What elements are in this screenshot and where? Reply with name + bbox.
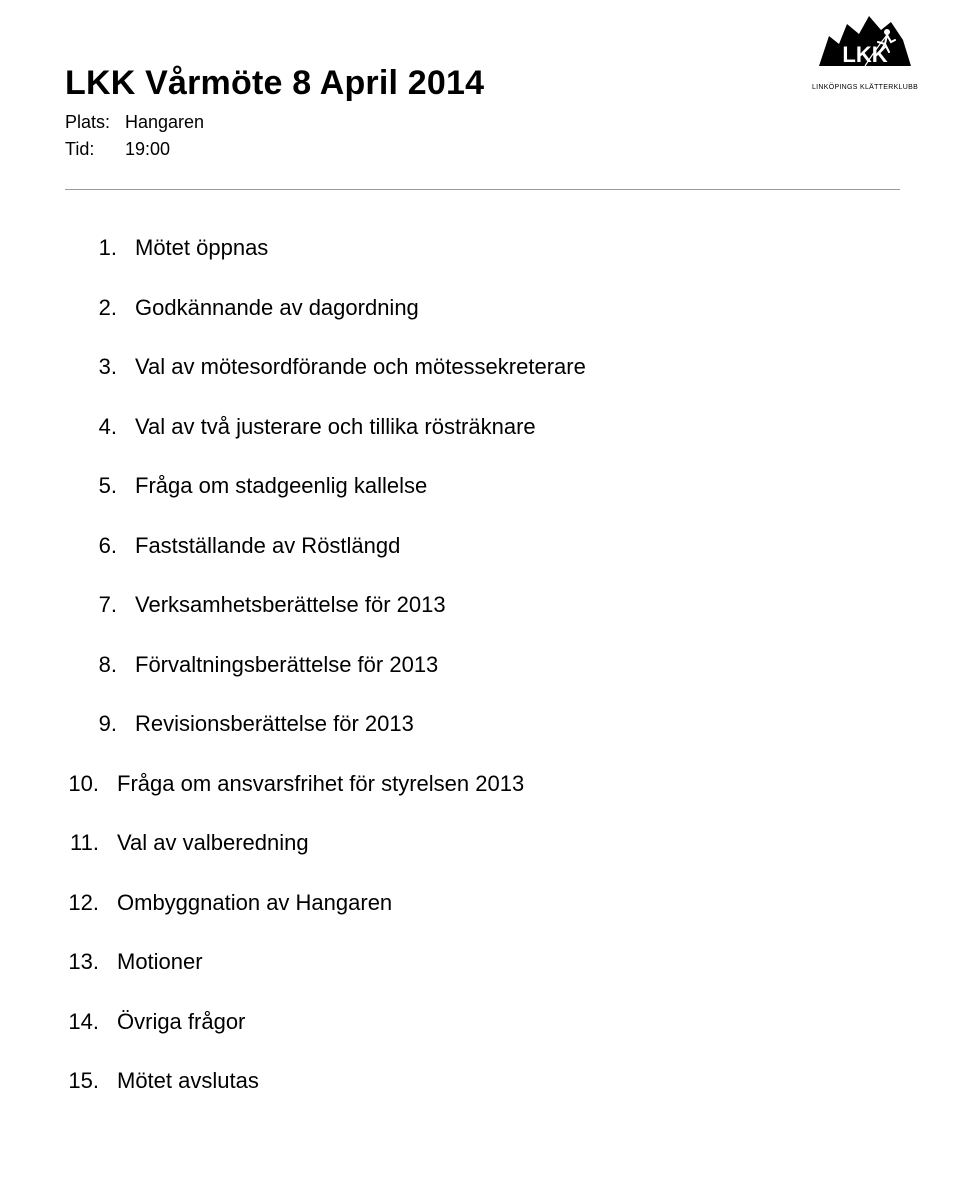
agenda-num: 5. <box>65 472 135 500</box>
meta-row-plats: Plats: Hangaren <box>65 109 900 136</box>
agenda-item: 4.Val av två justerare och tillika röstr… <box>65 413 900 441</box>
agenda-text: Mötet öppnas <box>135 234 268 262</box>
agenda-num: 4. <box>65 413 135 441</box>
agenda-num: 12. <box>47 889 117 917</box>
meta-value-plats: Hangaren <box>125 109 204 136</box>
logo-svg: LKK <box>815 10 915 82</box>
meta-label-tid: Tid: <box>65 136 125 163</box>
meta-value-tid: 19:00 <box>125 136 170 163</box>
agenda-num: 13. <box>47 948 117 976</box>
page-title: LKK Vårmöte 8 April 2014 <box>65 64 900 103</box>
logo-text: LKK <box>842 42 887 67</box>
agenda-text: Verksamhetsberättelse för 2013 <box>135 591 446 619</box>
logo-caption: LINKÖPINGS KLÄTTERKLUBB <box>810 84 920 91</box>
agenda-num: 2. <box>65 294 135 322</box>
org-logo: LKK LINKÖPINGS KLÄTTERKLUBB <box>810 10 920 91</box>
agenda-text: Fastställande av Röstlängd <box>135 532 400 560</box>
agenda-item: 15.Mötet avslutas <box>65 1067 900 1095</box>
agenda-text: Val av valberedning <box>117 829 309 857</box>
agenda-num: 1. <box>65 234 135 262</box>
agenda-list: 1.Mötet öppnas 2.Godkännande av dagordni… <box>65 234 900 1095</box>
agenda-item: 2.Godkännande av dagordning <box>65 294 900 322</box>
agenda-num: 11. <box>47 829 117 857</box>
agenda-text: Ombyggnation av Hangaren <box>117 889 392 917</box>
agenda-item: 7.Verksamhetsberättelse för 2013 <box>65 591 900 619</box>
agenda-item: 8.Förvaltningsberättelse för 2013 <box>65 651 900 679</box>
agenda-text: Övriga frågor <box>117 1008 245 1036</box>
agenda-num: 6. <box>65 532 135 560</box>
agenda-text: Val av mötesordförande och mötessekreter… <box>135 353 586 381</box>
separator <box>65 189 900 190</box>
agenda-item: 3.Val av mötesordförande och mötessekret… <box>65 353 900 381</box>
agenda-text: Revisionsberättelse för 2013 <box>135 710 414 738</box>
agenda-text: Fråga om ansvarsfrihet för styrelsen 201… <box>117 770 524 798</box>
agenda-text: Mötet avslutas <box>117 1067 259 1095</box>
meta-row-tid: Tid: 19:00 <box>65 136 900 163</box>
agenda-text: Förvaltningsberättelse för 2013 <box>135 651 438 679</box>
document-page: LKK LINKÖPINGS KLÄTTERKLUBB LKK Vårmöte … <box>0 0 960 1188</box>
agenda-num: 10. <box>47 770 117 798</box>
agenda-item: 1.Mötet öppnas <box>65 234 900 262</box>
agenda-text: Fråga om stadgeenlig kallelse <box>135 472 427 500</box>
agenda-text: Godkännande av dagordning <box>135 294 419 322</box>
agenda-num: 14. <box>47 1008 117 1036</box>
agenda-item: 9.Revisionsberättelse för 2013 <box>65 710 900 738</box>
agenda-item: 13.Motioner <box>65 948 900 976</box>
meeting-meta: Plats: Hangaren Tid: 19:00 <box>65 109 900 163</box>
agenda-item: 6.Fastställande av Röstlängd <box>65 532 900 560</box>
agenda-text: Motioner <box>117 948 203 976</box>
agenda-item: 14.Övriga frågor <box>65 1008 900 1036</box>
agenda-num: 9. <box>65 710 135 738</box>
agenda-item: 5.Fråga om stadgeenlig kallelse <box>65 472 900 500</box>
agenda-num: 8. <box>65 651 135 679</box>
meta-label-plats: Plats: <box>65 109 125 136</box>
agenda-item: 10.Fråga om ansvarsfrihet för styrelsen … <box>65 770 900 798</box>
agenda-num: 3. <box>65 353 135 381</box>
agenda-item: 11.Val av valberedning <box>65 829 900 857</box>
agenda-num: 15. <box>47 1067 117 1095</box>
agenda-item: 12.Ombyggnation av Hangaren <box>65 889 900 917</box>
agenda-text: Val av två justerare och tillika rösträk… <box>135 413 536 441</box>
agenda-num: 7. <box>65 591 135 619</box>
